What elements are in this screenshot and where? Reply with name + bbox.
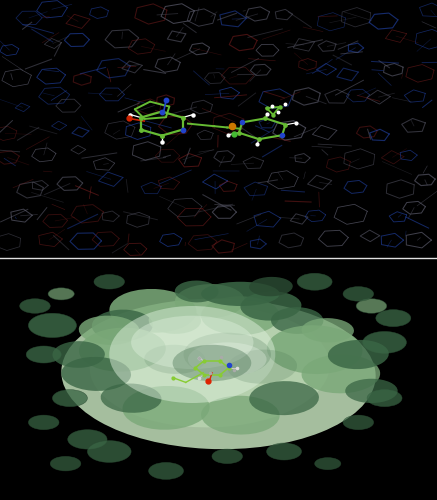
Ellipse shape — [101, 384, 162, 413]
Ellipse shape — [184, 332, 271, 376]
Ellipse shape — [50, 456, 81, 471]
Ellipse shape — [109, 289, 197, 333]
Ellipse shape — [26, 346, 61, 363]
Ellipse shape — [28, 314, 76, 338]
Ellipse shape — [345, 379, 398, 403]
Ellipse shape — [144, 344, 205, 374]
Ellipse shape — [61, 298, 376, 449]
Ellipse shape — [122, 386, 210, 430]
Ellipse shape — [363, 332, 406, 353]
Ellipse shape — [240, 292, 302, 320]
Ellipse shape — [267, 443, 302, 460]
Ellipse shape — [20, 298, 50, 314]
Ellipse shape — [52, 341, 105, 368]
Ellipse shape — [302, 318, 354, 342]
Ellipse shape — [201, 282, 280, 306]
Ellipse shape — [343, 286, 374, 301]
Ellipse shape — [328, 340, 389, 369]
Ellipse shape — [48, 288, 74, 300]
Ellipse shape — [267, 325, 362, 374]
Ellipse shape — [356, 298, 387, 314]
Ellipse shape — [149, 307, 201, 334]
Ellipse shape — [90, 306, 330, 428]
Ellipse shape — [315, 458, 341, 469]
Ellipse shape — [149, 462, 184, 479]
Ellipse shape — [175, 280, 218, 302]
Ellipse shape — [271, 307, 323, 334]
Ellipse shape — [343, 415, 374, 430]
Ellipse shape — [367, 390, 402, 406]
Ellipse shape — [376, 310, 411, 326]
Ellipse shape — [173, 345, 251, 381]
Ellipse shape — [131, 316, 253, 369]
Ellipse shape — [188, 342, 267, 376]
Ellipse shape — [28, 415, 59, 430]
Ellipse shape — [249, 381, 319, 415]
Ellipse shape — [79, 316, 140, 345]
Ellipse shape — [175, 284, 245, 318]
Ellipse shape — [212, 449, 243, 464]
Ellipse shape — [201, 296, 280, 335]
Ellipse shape — [109, 306, 275, 403]
Ellipse shape — [227, 350, 297, 384]
Ellipse shape — [302, 354, 380, 394]
Ellipse shape — [249, 277, 293, 296]
Ellipse shape — [68, 430, 107, 449]
Ellipse shape — [87, 440, 131, 462]
Ellipse shape — [79, 328, 166, 372]
Ellipse shape — [297, 274, 332, 290]
Ellipse shape — [92, 310, 153, 341]
Ellipse shape — [94, 274, 125, 289]
Ellipse shape — [52, 390, 87, 406]
Ellipse shape — [61, 357, 131, 391]
Ellipse shape — [201, 396, 280, 434]
